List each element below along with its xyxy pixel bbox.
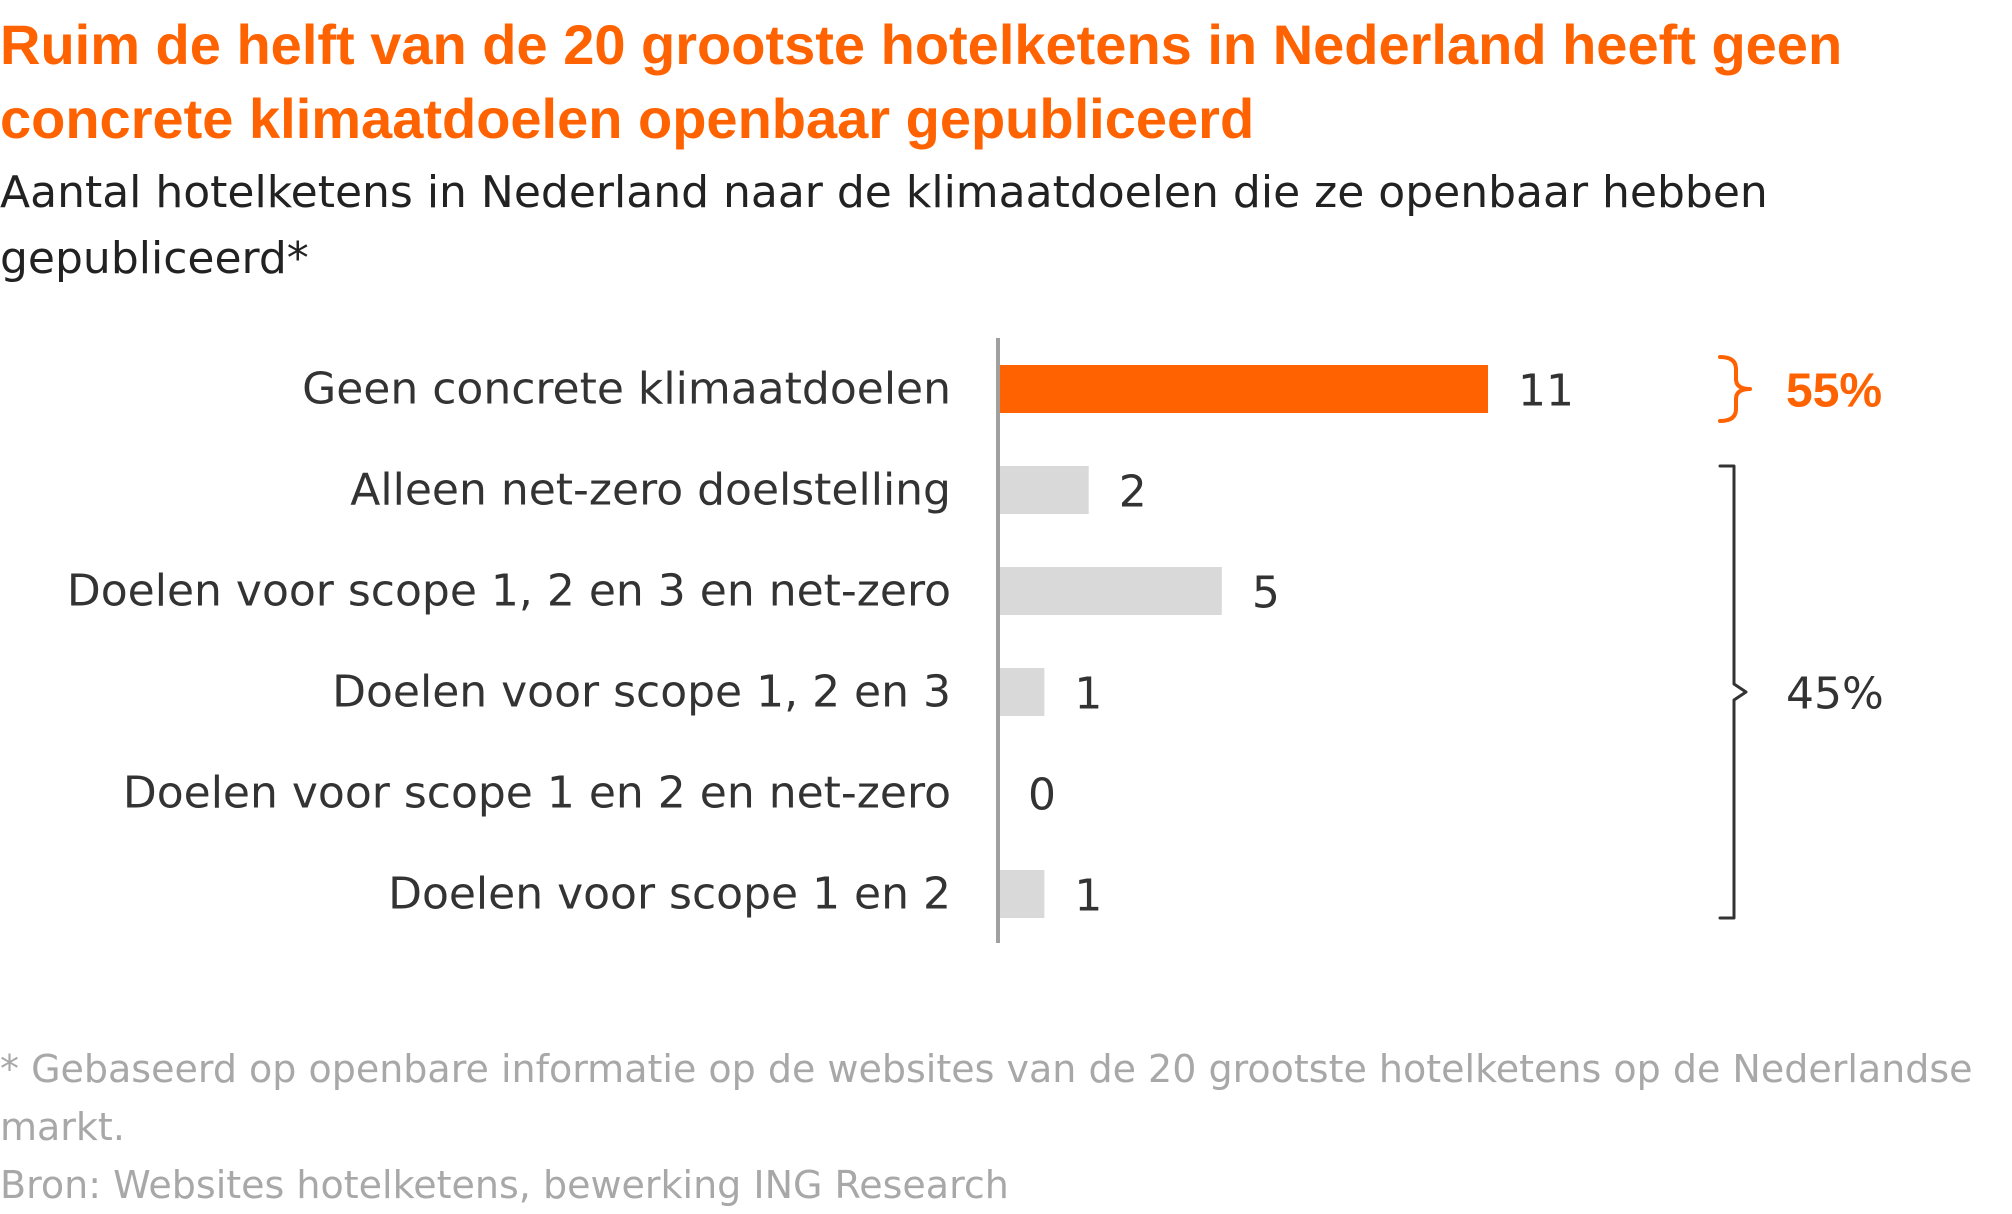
category-label: Alleen net-zero doelstelling xyxy=(350,465,951,516)
chart-title: Ruim de helft van de 20 grootste hotelke… xyxy=(0,13,1843,150)
group-percentage-label: 55% xyxy=(1786,365,1882,418)
category-label: Doelen voor scope 1, 2 en 3 en net-zero xyxy=(67,566,951,617)
bar xyxy=(1000,466,1089,514)
value-label: 0 xyxy=(1028,770,1056,821)
source-note: Bron: Websites hotelketens, bewerking IN… xyxy=(0,1163,1009,1207)
group-bracket xyxy=(1718,355,1752,423)
group-percentage-label: 45% xyxy=(1786,669,1884,720)
value-label: 11 xyxy=(1518,366,1574,417)
category-label: Doelen voor scope 1 en 2 en net-zero xyxy=(123,768,951,819)
category-label: Doelen voor scope 1, 2 en 3 xyxy=(332,667,951,718)
chart-subtitle: Aantal hotelketens in Nederland naar de … xyxy=(0,167,1768,284)
category-label: Doelen voor scope 1 en 2 xyxy=(388,869,951,920)
bar xyxy=(1000,365,1488,413)
value-label: 5 xyxy=(1252,568,1280,619)
value-label: 2 xyxy=(1119,467,1147,518)
group-bracket xyxy=(1718,464,1748,920)
footnote: * Gebaseerd op openbare informatie op de… xyxy=(0,1047,1973,1149)
category-label: Geen concrete klimaatdoelen xyxy=(302,364,951,415)
bar xyxy=(1000,668,1045,716)
value-label: 1 xyxy=(1074,669,1102,720)
bar xyxy=(1000,567,1222,615)
value-label: 1 xyxy=(1074,871,1102,922)
bar xyxy=(1000,870,1045,918)
